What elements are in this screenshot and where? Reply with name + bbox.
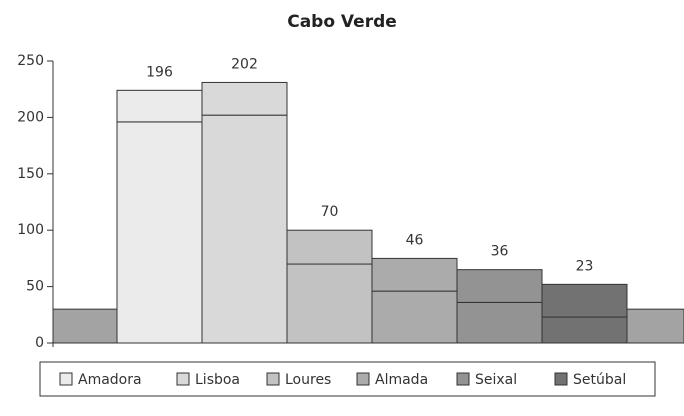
bar xyxy=(456,269,543,303)
legend-label: Amadora xyxy=(78,372,142,388)
y-tick-label: 250 xyxy=(17,53,44,69)
legend-swatch xyxy=(356,372,370,386)
legend-label: Setúbal xyxy=(573,372,626,388)
legend-label: Loures xyxy=(285,372,331,388)
bar xyxy=(116,121,203,344)
y-tick-label: 200 xyxy=(17,109,44,125)
y-tick-label: 50 xyxy=(26,279,44,295)
chart-title: Cabo Verde xyxy=(287,12,397,32)
legend-swatch xyxy=(59,372,73,386)
bar xyxy=(201,81,288,116)
data-label: 70 xyxy=(321,204,339,220)
data-label: 23 xyxy=(576,258,594,274)
legend-swatch xyxy=(554,372,568,386)
legend-label: Seixal xyxy=(475,372,517,388)
y-tick-label: 0 xyxy=(35,335,44,351)
legend-box xyxy=(39,361,656,397)
bar xyxy=(371,290,458,344)
bar xyxy=(541,283,628,318)
legend-swatch xyxy=(266,372,280,386)
legend-label: Lisboa xyxy=(195,372,240,388)
legend-label: Almada xyxy=(375,372,428,388)
y-tick-label: 150 xyxy=(17,166,44,182)
bar xyxy=(116,89,203,123)
bar xyxy=(201,114,288,344)
y-tick-label: 100 xyxy=(17,222,44,238)
bar xyxy=(286,229,373,265)
data-label: 196 xyxy=(146,64,173,80)
bar xyxy=(626,308,684,344)
bar xyxy=(286,263,373,344)
data-label: 36 xyxy=(491,244,509,260)
bar xyxy=(371,257,458,292)
bar xyxy=(541,316,628,344)
data-label: 202 xyxy=(231,56,258,72)
data-label: 46 xyxy=(406,232,424,248)
bar xyxy=(52,308,118,344)
legend-swatch xyxy=(176,372,190,386)
bar xyxy=(456,301,543,344)
legend-swatch xyxy=(456,372,470,386)
